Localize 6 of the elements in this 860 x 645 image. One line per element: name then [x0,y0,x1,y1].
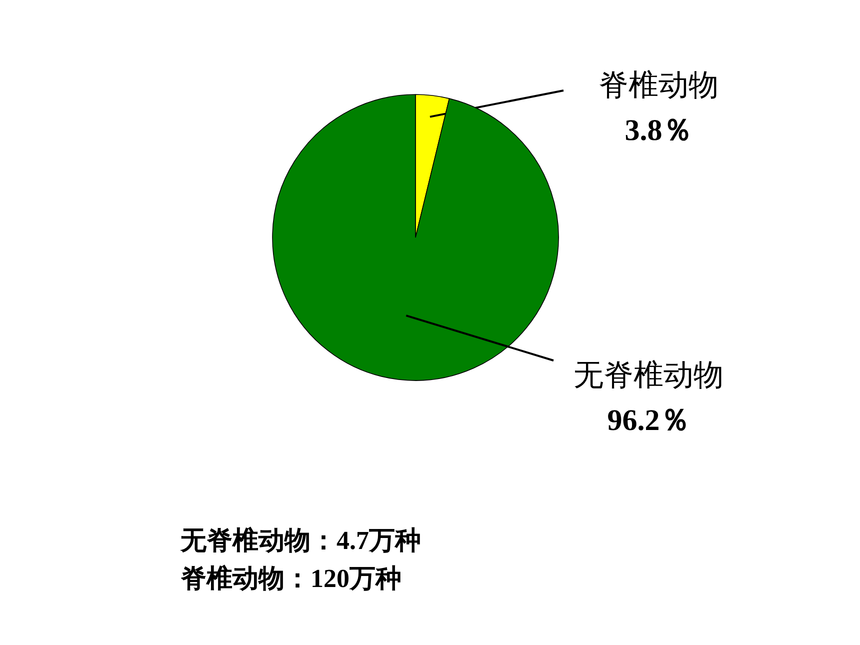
text: 脊椎动物：120万种 [180,564,402,593]
slice-label: 无脊椎动物 [574,359,724,392]
data-label: 96.2％ [607,404,690,437]
data-label: 3.8％ [624,114,692,147]
slice-label: 脊椎动物 [598,69,718,102]
text: 无脊椎动物：4.7万种 [180,526,421,555]
